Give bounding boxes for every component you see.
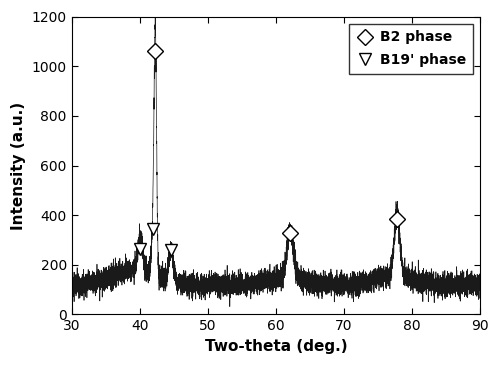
Legend: B2 phase, B19' phase: B2 phase, B19' phase [350,24,473,74]
Y-axis label: Intensity (a.u.): Intensity (a.u.) [11,101,26,230]
X-axis label: Two-theta (deg.): Two-theta (deg.) [204,339,347,354]
